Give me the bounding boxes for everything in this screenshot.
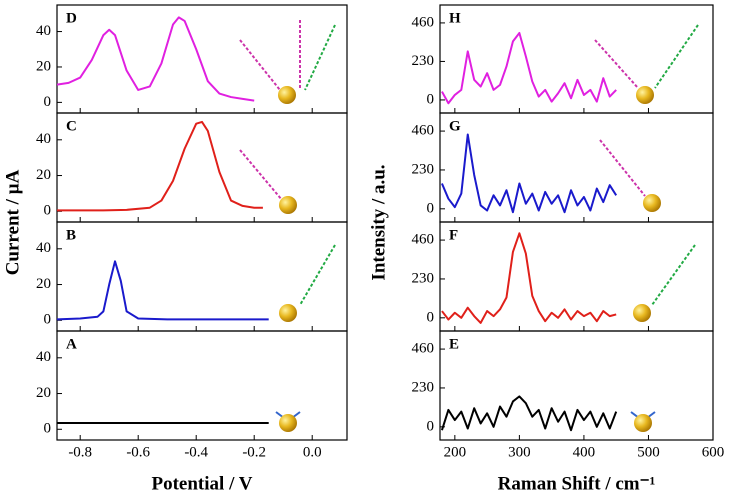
y-tick-label: 0 bbox=[44, 94, 52, 110]
x-tick-label: -0.4 bbox=[184, 444, 208, 460]
x-tick-label: 300 bbox=[508, 444, 531, 460]
y-tick-label: 0 bbox=[427, 91, 435, 107]
data-line bbox=[57, 120, 263, 212]
y-axis-title: Intensity / a.u. bbox=[368, 164, 389, 280]
nanoparticle-icon bbox=[239, 149, 297, 214]
y-tick-label: 0 bbox=[427, 200, 435, 216]
nanoparticle-icon bbox=[594, 24, 699, 104]
x-tick-label: 500 bbox=[637, 444, 660, 460]
panel-label: C bbox=[66, 118, 77, 134]
x-axis-title: Potential / V bbox=[152, 473, 253, 494]
y-tick-label: 460 bbox=[412, 14, 435, 30]
y-tick-label: 0 bbox=[427, 418, 435, 434]
x-tick-label: 0.0 bbox=[303, 444, 322, 460]
panel-label: G bbox=[449, 118, 461, 134]
nanoparticle-icon bbox=[599, 139, 661, 212]
y-tick-label: 20 bbox=[36, 276, 51, 292]
y-tick-label: 40 bbox=[36, 131, 51, 147]
y-tick-label: 460 bbox=[412, 123, 435, 139]
x-tick-label: -0.2 bbox=[242, 444, 266, 460]
y-tick-label: 230 bbox=[412, 53, 435, 69]
panel-label: D bbox=[66, 10, 77, 26]
y-tick-label: 40 bbox=[36, 349, 51, 365]
panel-frame bbox=[439, 4, 714, 114]
y-tick-label: 230 bbox=[412, 161, 435, 177]
nanoparticle-icon bbox=[275, 411, 301, 432]
panel-frame bbox=[439, 221, 714, 332]
panel-label: F bbox=[449, 227, 458, 243]
nanoparticle-icon bbox=[279, 244, 336, 322]
x-tick-label: 600 bbox=[702, 444, 725, 460]
x-tick-label: 400 bbox=[573, 444, 596, 460]
y-tick-label: 20 bbox=[36, 385, 51, 401]
x-axis-title: Raman Shift / cm⁻¹ bbox=[498, 473, 656, 494]
panel-label: E bbox=[449, 336, 459, 352]
y-tick-label: 40 bbox=[36, 240, 51, 256]
data-line bbox=[441, 133, 618, 214]
y-tick-label: 40 bbox=[36, 23, 51, 39]
y-tick-label: 460 bbox=[412, 232, 435, 248]
nanoparticle-icon bbox=[239, 20, 336, 104]
y-tick-label: 20 bbox=[36, 58, 51, 74]
nanoparticle-icon bbox=[633, 244, 696, 322]
data-line bbox=[440, 395, 618, 432]
panel-label: B bbox=[66, 227, 76, 243]
icons bbox=[239, 20, 699, 432]
y-tick-label: 0 bbox=[44, 312, 52, 328]
data-line bbox=[56, 16, 255, 102]
y-tick-label: 0 bbox=[44, 421, 52, 437]
data-line bbox=[441, 31, 617, 105]
nanoparticle-icon bbox=[630, 411, 656, 432]
panel-frame bbox=[56, 112, 348, 223]
x-tick-label: 200 bbox=[444, 444, 467, 460]
panel-label: H bbox=[449, 10, 461, 26]
y-tick-label: 0 bbox=[427, 309, 435, 325]
y-tick-label: 0 bbox=[44, 203, 52, 219]
data-line bbox=[56, 260, 269, 321]
panel-label: A bbox=[66, 336, 77, 352]
x-tick-label: -0.8 bbox=[68, 444, 92, 460]
data-line bbox=[441, 232, 617, 324]
y-tick-label: 460 bbox=[412, 341, 435, 357]
x-tick-label: -0.6 bbox=[126, 444, 150, 460]
y-axis-title: Current / µA bbox=[2, 169, 23, 275]
y-tick-label: 230 bbox=[412, 379, 435, 395]
y-tick-label: 20 bbox=[36, 167, 51, 183]
panel-frame bbox=[439, 330, 714, 441]
panel-frame bbox=[56, 4, 348, 114]
panel-frame bbox=[56, 330, 348, 441]
y-tick-label: 230 bbox=[412, 270, 435, 286]
